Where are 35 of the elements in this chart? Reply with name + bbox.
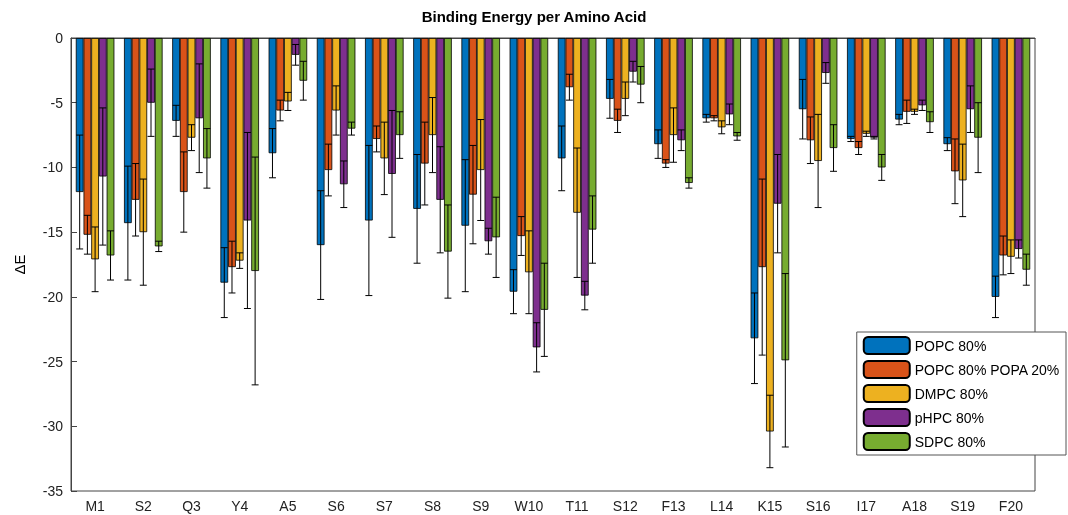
y-tick-label: -30 (42, 418, 64, 435)
y-tick-label: -5 (50, 94, 64, 111)
x-tick-label: K15 (757, 498, 783, 514)
legend-label: POPC 80% POPA 20% (914, 361, 1060, 378)
x-tick-label: F13 (661, 498, 686, 514)
y-tick-label: -15 (42, 224, 64, 241)
x-tick-label: A18 (902, 498, 928, 514)
y-axis-title: ΔE (11, 254, 28, 275)
legend-label: SDPC 80% (914, 433, 986, 450)
y-tick-label: -10 (42, 159, 64, 176)
x-tick-label: S19 (950, 498, 976, 514)
x-tick-label: S8 (423, 498, 442, 514)
x-tick-label: S9 (472, 498, 490, 514)
x-tick-label: S12 (612, 498, 638, 514)
y-tick-label: -20 (42, 288, 64, 305)
y-tick-label: -35 (42, 483, 64, 499)
x-tick-label: I17 (856, 498, 877, 514)
x-tick-label: S7 (375, 498, 394, 514)
x-tick-label: S16 (805, 498, 831, 514)
x-tick-label: Q3 (182, 498, 202, 514)
x-tick-label: W10 (514, 498, 544, 514)
x-tick-label: A5 (279, 498, 297, 514)
x-tick-label: M1 (85, 498, 106, 514)
y-tick-label: 0 (55, 30, 64, 46)
x-tick-label: L14 (710, 498, 734, 514)
legend-label: pHPC 80% (914, 409, 985, 426)
y-tick-label: -25 (42, 353, 64, 370)
x-tick-label: S6 (327, 498, 345, 514)
chart-title: Binding Energy per Amino Acid (421, 8, 647, 25)
x-tick-label: F20 (998, 498, 1024, 514)
x-tick-label: S2 (134, 498, 153, 514)
x-tick-label: T11 (565, 498, 589, 514)
legend-label: DMPC 80% (914, 385, 988, 402)
legend-label: POPC 80% (914, 337, 987, 354)
x-tick-label: Y4 (231, 498, 249, 514)
